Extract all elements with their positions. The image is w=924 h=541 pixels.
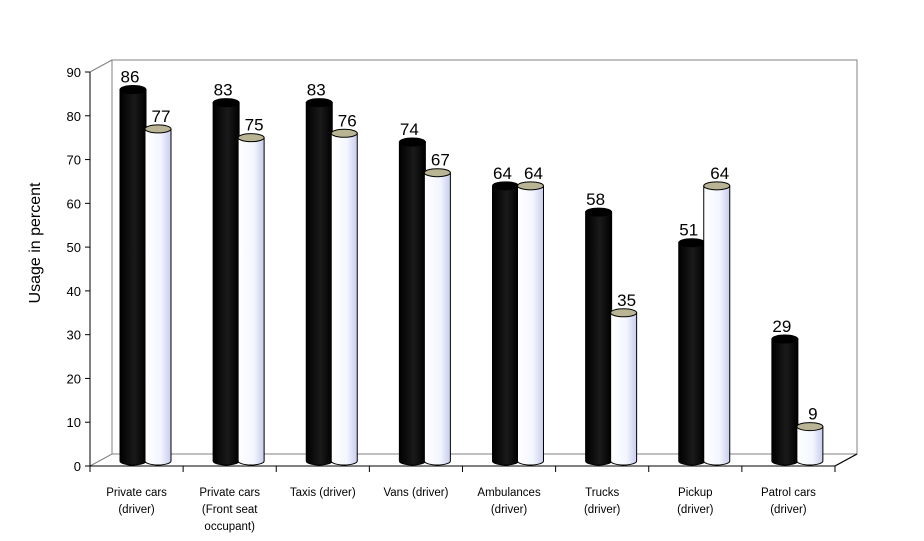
bar-series2-6 — [703, 181, 731, 466]
bar-body — [610, 312, 638, 466]
x-tick-label: Ambulances (driver) — [477, 487, 541, 516]
x-tick-label: Vans (driver) — [383, 487, 448, 499]
floor — [89, 453, 858, 467]
bar-body — [330, 132, 358, 466]
y-tick-label: 10 — [67, 415, 81, 430]
bar-body — [119, 89, 147, 466]
data-label-series2: 76 — [338, 111, 357, 130]
bar-cap — [492, 181, 519, 191]
x-axis: Private cars (driver) Private cars (Front s… — [89, 453, 858, 533]
y-tick-label: 30 — [67, 328, 81, 343]
bar-body — [796, 426, 824, 466]
bar-body — [585, 211, 613, 466]
bar-series2-0 — [144, 124, 172, 466]
y-axis: 0 10 20 30 40 50 60 70 80 90 — [67, 65, 91, 474]
bar-series1-6 — [678, 238, 706, 466]
bar-cap — [796, 422, 824, 432]
data-label-series2: 77 — [152, 107, 171, 126]
x-tick-label: Private cars (Front seat occupant) — [199, 487, 260, 533]
data-label-series2: 75 — [245, 116, 264, 135]
data-label-series1: 58 — [586, 190, 605, 209]
bar-body — [678, 242, 706, 466]
data-labels: 86 83 83 74 64 58 51 29 77 75 76 67 64 35 64 9 — [121, 68, 818, 424]
y-tick-label: 50 — [67, 240, 81, 255]
data-label-series2: 9 — [808, 405, 817, 424]
bar-body — [492, 185, 519, 466]
y-tick-label: 80 — [67, 109, 81, 124]
bar-cap — [305, 98, 333, 108]
data-label-series1: 51 — [679, 221, 698, 240]
bar-body — [703, 185, 731, 466]
bar-body — [212, 102, 240, 466]
data-label-series2: 67 — [431, 151, 450, 170]
y-tick-label: 60 — [67, 196, 81, 211]
data-label-series2: 64 — [524, 164, 543, 183]
plot-frame — [89, 59, 858, 467]
bar-series2-2 — [330, 128, 358, 466]
bar-body — [398, 141, 426, 466]
bar-cap — [585, 207, 613, 217]
bar-series1-2 — [305, 98, 333, 466]
bar-series1-5 — [585, 207, 613, 466]
bar-body — [305, 102, 333, 466]
bar-cap — [144, 124, 172, 134]
bar-series2-4 — [517, 181, 544, 466]
bar-series2-7 — [796, 422, 824, 466]
bar-body — [144, 128, 172, 466]
bar-cap — [330, 128, 358, 138]
x-tick-label: Private cars (driver) — [106, 487, 167, 516]
data-label-series1: 86 — [121, 68, 140, 87]
bar-series1-4 — [492, 181, 519, 466]
y-tick-label: 70 — [67, 153, 81, 168]
bar-series1-0 — [119, 85, 147, 466]
x-tick-label: Patrol cars (driver) — [761, 487, 816, 516]
bar-series2-1 — [237, 133, 265, 466]
x-tick-label: Taxis (driver) — [290, 487, 356, 499]
bar-cap — [119, 85, 147, 95]
bar-cap — [771, 334, 799, 344]
y-axis-label: Usage in percent — [27, 182, 44, 304]
bar-series1-3 — [398, 137, 426, 466]
data-label-series1: 74 — [400, 120, 419, 139]
bar-body — [423, 172, 451, 466]
bar-body — [517, 185, 544, 466]
bar-cap — [212, 98, 240, 108]
bar-body — [237, 137, 265, 466]
x-axis-depth-edge — [834, 453, 858, 467]
data-label-series1: 83 — [214, 81, 233, 100]
bar-body — [771, 338, 799, 466]
bar-cap — [423, 168, 451, 178]
bar-series2-3 — [423, 168, 451, 466]
bar-series2-5 — [610, 308, 638, 466]
bar-series1-1 — [212, 98, 240, 466]
bar-cap — [678, 238, 706, 248]
data-label-series1: 83 — [307, 81, 326, 100]
y-tick-label: 20 — [67, 371, 81, 386]
data-label-series1: 64 — [493, 164, 512, 183]
data-label-series2: 35 — [617, 291, 636, 310]
bar-cap — [237, 133, 265, 143]
data-label-series2: 64 — [710, 164, 729, 183]
y-tick-label: 0 — [74, 459, 81, 474]
bar-cap — [703, 181, 731, 191]
bar-cap — [517, 181, 544, 191]
bar-cap — [610, 308, 638, 318]
side-wall-edge — [89, 59, 113, 73]
x-tick-label: Pickup (driver) — [677, 487, 714, 516]
x-tick-label: Trucks (driver) — [584, 487, 621, 516]
y-tick-label: 90 — [67, 65, 81, 80]
bar-series1-7 — [771, 334, 799, 466]
bar-cap — [398, 137, 426, 147]
data-label-series1: 29 — [772, 317, 791, 336]
bars — [119, 85, 824, 466]
y-tick-label: 40 — [67, 284, 81, 299]
